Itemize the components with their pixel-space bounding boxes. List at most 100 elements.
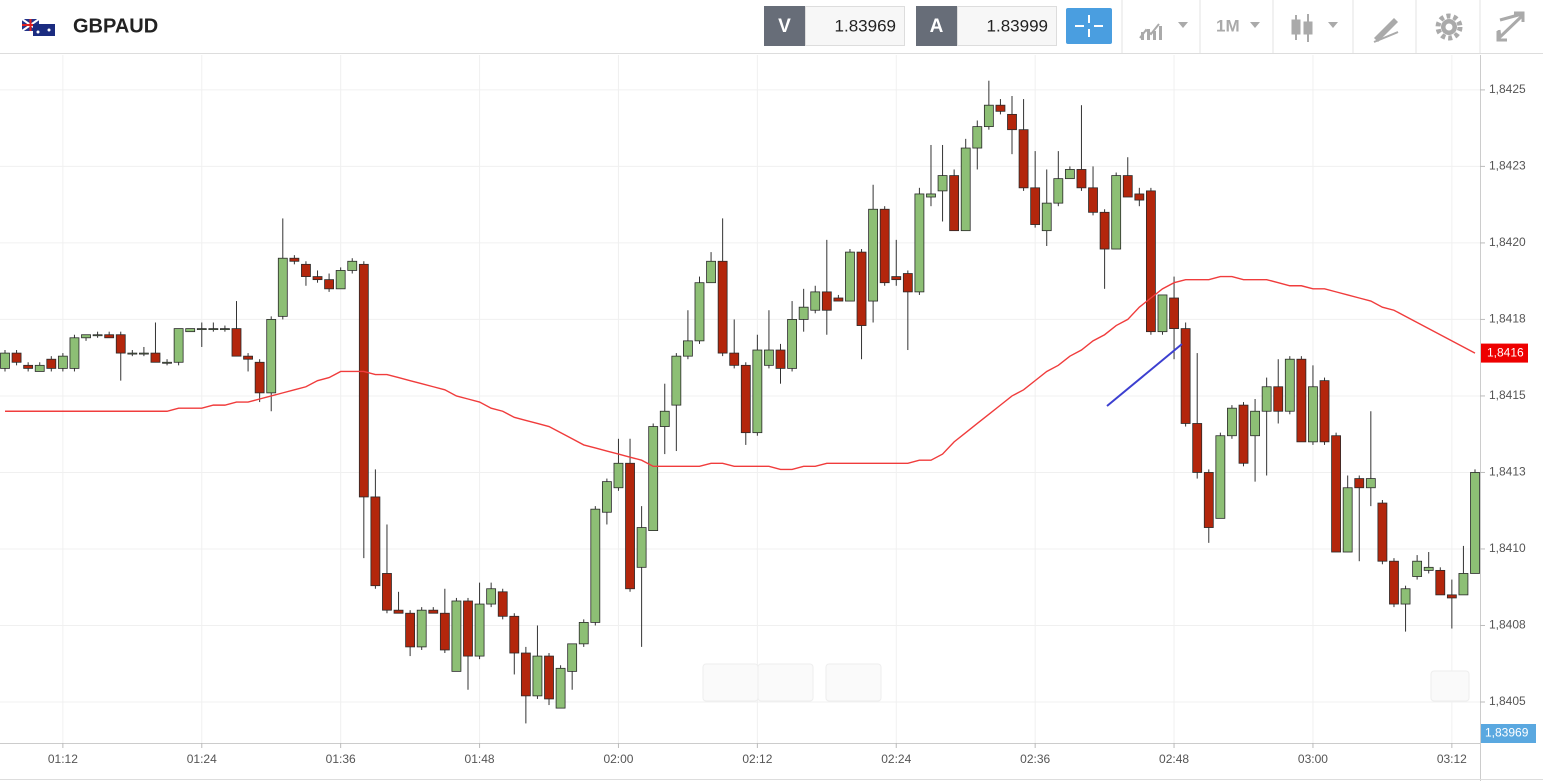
bid-price: 1.83969 [835, 16, 896, 35]
y-tick-label: 1,8405 [1489, 694, 1526, 708]
candle-body [347, 260, 358, 271]
candle-body [902, 273, 913, 293]
candle-body [393, 609, 404, 614]
candle-body [567, 643, 578, 672]
candle-body [185, 328, 196, 333]
candle-body [601, 481, 612, 513]
candle-body [764, 349, 774, 366]
draw-button[interactable] [1373, 18, 1399, 43]
candle-body [69, 337, 80, 369]
ask-price: 1.83999 [987, 16, 1048, 35]
candle-body [625, 462, 635, 590]
candle-body [1400, 588, 1411, 605]
y-tick-label: 1,8413 [1489, 465, 1526, 479]
candle-body [1458, 573, 1469, 596]
ma-price-badge [1481, 343, 1528, 363]
candle-body [949, 175, 960, 232]
candle-body [1446, 594, 1457, 599]
candle-body [926, 193, 936, 198]
candle-body [1238, 404, 1249, 464]
candle-body [821, 291, 832, 311]
candle-body [868, 208, 879, 302]
timeframe[interactable]: 1M [1216, 16, 1240, 35]
bid-price-label: 1,83969 [1485, 726, 1529, 740]
candle-body [1053, 178, 1064, 204]
bid-label: V [778, 16, 791, 37]
candle-body [416, 609, 427, 648]
candle-body [1018, 129, 1029, 189]
bid-price-badge [1481, 724, 1536, 743]
x-tick-label: 02:12 [742, 752, 772, 766]
candle-body [173, 328, 184, 363]
flag [21, 18, 55, 36]
candle-body [787, 319, 797, 369]
candle-body [1250, 410, 1260, 437]
candle-body [520, 652, 531, 697]
candle-body [740, 364, 751, 434]
x-tick-label: 02:24 [881, 752, 911, 766]
candle-body [57, 355, 68, 369]
crosshair-button[interactable] [1066, 8, 1112, 44]
candle-body [382, 573, 392, 611]
candle-body [960, 147, 971, 232]
candle-body [914, 193, 925, 293]
candle-body [578, 622, 589, 645]
candle-body [636, 527, 647, 568]
candle-body [1169, 297, 1179, 330]
candle-body [1088, 187, 1098, 213]
candle-body [301, 263, 311, 277]
candle-body [1064, 169, 1075, 180]
candle-body [555, 667, 566, 709]
candle-body [983, 104, 994, 128]
ask-box[interactable] [957, 6, 1057, 46]
candle-body [1412, 560, 1423, 577]
candle-body [1007, 113, 1017, 131]
candle-body [11, 352, 22, 363]
candle-button[interactable] [1291, 14, 1338, 42]
candle-body [590, 508, 601, 623]
candle-body [706, 260, 716, 284]
settings-button[interactable] [1435, 13, 1463, 41]
nav-buttons[interactable] [702, 663, 1470, 702]
candle-body [358, 263, 369, 498]
candle-body [1041, 202, 1052, 232]
x-tick-label: 03:12 [1437, 752, 1467, 766]
candle-body [659, 410, 670, 427]
candle-body [648, 426, 659, 532]
candle-body [729, 352, 740, 366]
candle-body [439, 612, 450, 651]
candle-body [1377, 502, 1388, 562]
candle-body [162, 361, 172, 364]
candle-body [1157, 294, 1168, 333]
chart-type-button[interactable] [1139, 22, 1188, 40]
candle-body [1134, 193, 1145, 201]
candle-body [1308, 386, 1318, 443]
y-tick-label: 1,8420 [1489, 235, 1526, 249]
candle-body [1192, 423, 1203, 473]
candle-body [717, 260, 728, 354]
bid-box[interactable] [805, 6, 905, 46]
candle-body [845, 251, 855, 302]
candle-body [1215, 435, 1226, 519]
candle-body [972, 126, 983, 149]
candle-body [752, 349, 763, 434]
candle-body [1099, 211, 1110, 250]
ask-badge [916, 6, 957, 46]
candle-body [694, 282, 705, 342]
candle-body [671, 355, 682, 406]
candle-body [613, 462, 624, 489]
x-tick-label: 02:48 [1159, 752, 1189, 766]
candle-body [34, 364, 45, 372]
candle-body [220, 328, 230, 331]
candle-body [775, 349, 786, 369]
y-tick-label: 1,8423 [1489, 159, 1526, 173]
candle-body [92, 334, 103, 337]
ma-price-label: 1,8416 [1487, 345, 1524, 359]
fullscreen-button[interactable] [1496, 11, 1525, 42]
candle-body [1435, 569, 1446, 596]
symbol: GBPAUD [73, 15, 158, 37]
candle-body [1273, 386, 1284, 412]
candle-body [995, 104, 1006, 112]
candle-body [335, 270, 346, 290]
